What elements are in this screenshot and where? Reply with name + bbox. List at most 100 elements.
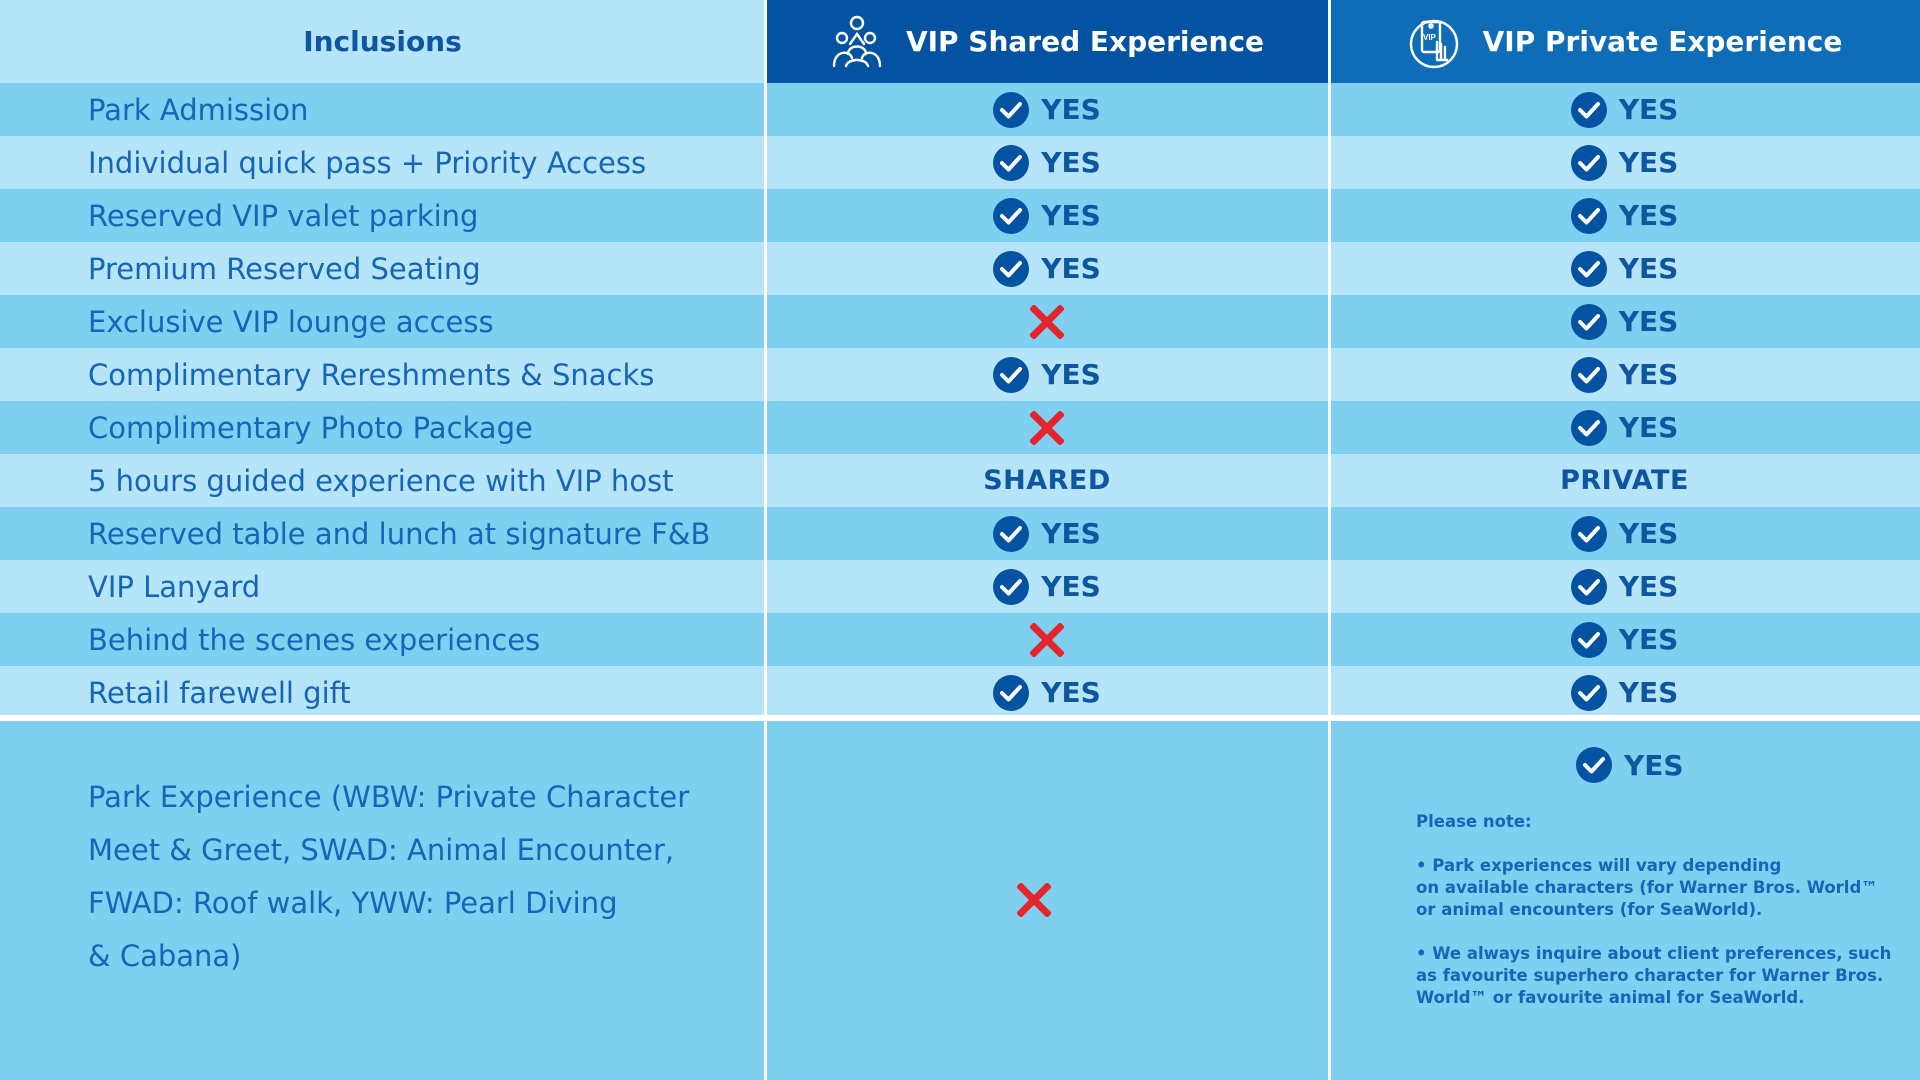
row-label: Complimentary Rereshments & Snacks (88, 357, 655, 392)
row-label: Complimentary Photo Package (88, 410, 533, 445)
yes-label: YES (1618, 305, 1679, 338)
private-value: YES (1329, 666, 1920, 719)
yes-mark: YES (993, 144, 1101, 181)
private-value: YES (1329, 242, 1920, 295)
park-experience-row: Park Experience (WBW: Private Character … (0, 721, 1920, 1080)
yes-mark: YES (1570, 515, 1678, 552)
shared-value: SHARED (765, 454, 1329, 507)
note-title: Please note: (1416, 812, 1532, 831)
family-icon (832, 15, 882, 67)
check-circle-icon (993, 250, 1030, 287)
private-value: YES (1329, 401, 1920, 454)
check-circle-icon (1570, 144, 1607, 181)
check-circle-icon (1570, 515, 1607, 552)
yes-mark: YES (993, 568, 1101, 605)
private-value: YES (1329, 348, 1920, 401)
check-circle-icon (993, 197, 1030, 234)
yes-label: YES (1041, 676, 1101, 709)
private-value: YES (1329, 560, 1920, 613)
park-line-2: Meet & Greet, SWAD: Animal Encounter, (88, 833, 675, 867)
shared-value: YES (765, 507, 1329, 560)
header-inclusions: Inclusions (0, 0, 765, 83)
yes-mark: YES (993, 356, 1101, 393)
cross-icon (1016, 882, 1052, 918)
svg-text:VIP: VIP (1423, 33, 1437, 42)
vip-pass-icon: VIP (1409, 19, 1458, 68)
yes-mark: YES (1570, 674, 1678, 711)
header-shared: VIP Shared Experience (765, 0, 1329, 83)
check-circle-icon (1570, 356, 1607, 393)
check-circle-icon (1570, 674, 1607, 711)
park-private-value: YES (1576, 747, 1684, 783)
shared-value: YES (765, 136, 1329, 189)
check-circle-icon (1570, 303, 1607, 340)
park-shared-value (1016, 882, 1052, 921)
shared-value (765, 401, 1329, 454)
check-circle-icon (1570, 91, 1607, 128)
yes-mark: YES (1570, 250, 1679, 287)
column-divider-2 (1328, 0, 1331, 1080)
row-label: Premium Reserved Seating (88, 251, 481, 286)
note-b1-l1: • Park experiences will vary depending (1416, 856, 1782, 875)
yes-label: YES (1618, 623, 1679, 656)
private-value: YES (1329, 136, 1920, 189)
row-label: Behind the scenes experiences (88, 622, 541, 657)
check-circle-icon (993, 144, 1030, 181)
shared-value: YES (765, 666, 1329, 719)
value-label: PRIVATE (1560, 465, 1689, 496)
check-circle-icon (1570, 409, 1607, 446)
note-bullet-2: • We always inquire about client prefere… (1416, 943, 1896, 1009)
yes-mark: YES (993, 515, 1101, 552)
cross-icon (1030, 304, 1064, 339)
row-label: Reserved table and lunch at signature F&… (88, 516, 711, 551)
table-row: Behind the scenes experiences YES (0, 613, 1920, 666)
check-circle-icon (993, 91, 1030, 128)
row-label: Exclusive VIP lounge access (88, 304, 494, 339)
yes-label: YES (1618, 358, 1679, 391)
shared-value: YES (765, 83, 1329, 136)
note-b2-l2: as favourite superhero character for War… (1416, 966, 1884, 985)
private-value: YES (1329, 507, 1920, 560)
check-circle-icon (993, 674, 1030, 711)
yes-label: YES (1618, 146, 1679, 179)
note-b2-l1: • We always inquire about client prefere… (1416, 944, 1892, 963)
park-line-4: & Cabana) (88, 939, 242, 973)
table-row: Individual quick pass + Priority Access Y… (0, 136, 1920, 189)
please-note: Please note: • Park experiences will var… (1416, 811, 1896, 1031)
check-circle-icon (993, 515, 1030, 552)
check-circle-icon (1570, 621, 1607, 658)
check-circle-icon (1570, 568, 1607, 605)
yes-label: YES (1041, 146, 1101, 179)
yes-mark: YES (993, 91, 1101, 128)
table-row: VIP Lanyard YES YES (0, 560, 1920, 613)
shared-value (765, 295, 1329, 348)
check-circle-icon (993, 568, 1030, 605)
shared-value: YES (765, 560, 1329, 613)
yes-label: YES (1041, 93, 1101, 126)
yes-label: YES (1618, 252, 1679, 285)
private-value: PRIVATE (1329, 454, 1920, 507)
note-b1-l3: or animal encounters (for SeaWorld). (1416, 900, 1763, 919)
yes-label: YES (1618, 411, 1679, 444)
private-value: YES (1329, 613, 1920, 666)
park-private-yes: YES (1624, 748, 1684, 782)
private-value: YES (1329, 83, 1920, 136)
table-row: Complimentary Photo Package YES (0, 401, 1920, 454)
yes-mark: YES (993, 197, 1101, 234)
table-row: Exclusive VIP lounge access YES (0, 295, 1920, 348)
yes-label: YES (1041, 358, 1101, 391)
shared-value: YES (765, 348, 1329, 401)
yes-mark: YES (1570, 621, 1679, 658)
cross-icon (1030, 410, 1064, 445)
row-label: VIP Lanyard (88, 569, 261, 604)
row-label: 5 hours guided experience with VIP host (88, 463, 674, 498)
park-experience-label: Park Experience (WBW: Private Character … (88, 771, 728, 983)
header-shared-label: VIP Shared Experience (905, 25, 1265, 58)
yes-mark: YES (993, 250, 1101, 287)
check-circle-icon (993, 356, 1030, 393)
note-b1-l2: on available characters (for Warner Bros… (1416, 878, 1878, 897)
table-row: Reserved VIP valet parking YES YES (0, 189, 1920, 242)
yes-label: YES (1618, 93, 1679, 126)
yes-label: YES (1618, 570, 1679, 603)
